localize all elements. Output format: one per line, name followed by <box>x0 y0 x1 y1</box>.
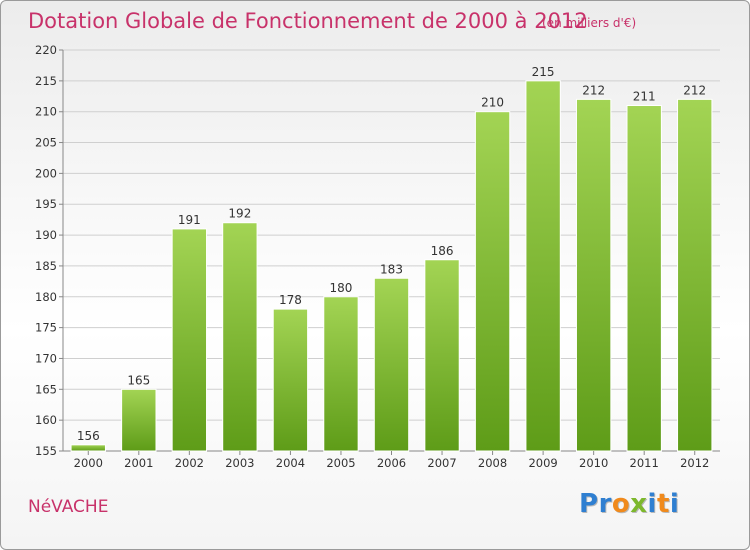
logo-letter: r <box>598 489 612 519</box>
unit-note: (en milliers d'€) <box>542 16 637 30</box>
data-label: 156 <box>77 429 100 443</box>
y-tick-label: 220 <box>35 43 57 57</box>
bar <box>121 388 157 452</box>
commune-name: NéVACHE <box>28 497 109 517</box>
y-tick-label: 210 <box>35 105 57 119</box>
x-tick-label: 2011 <box>630 456 659 470</box>
bar <box>70 444 106 452</box>
data-label: 212 <box>683 83 706 97</box>
bar <box>171 228 208 452</box>
x-tick-label: 2009 <box>528 456 557 470</box>
x-tick-label: 2003 <box>225 456 254 470</box>
x-tick-label: 2007 <box>427 456 456 470</box>
data-label: 165 <box>127 373 150 387</box>
proxiti-logo[interactable]: Proxiti <box>579 489 679 519</box>
x-tick-label: 2002 <box>175 456 204 470</box>
data-label: 180 <box>330 281 353 295</box>
data-label: 211 <box>633 90 656 104</box>
bar <box>474 111 511 452</box>
bar <box>424 259 460 452</box>
data-label: 192 <box>228 207 251 221</box>
data-label: 178 <box>279 293 302 307</box>
data-label: 212 <box>582 83 605 97</box>
data-label: 210 <box>481 96 504 110</box>
x-tick-label: 2001 <box>124 456 153 470</box>
chart-title: Dotation Globale de Fonctionnement de 20… <box>28 9 588 33</box>
x-tick-label: 2004 <box>276 456 305 470</box>
logo-letter: i <box>647 489 657 519</box>
y-tick-label: 175 <box>35 321 57 335</box>
bar <box>626 105 662 452</box>
data-label: 186 <box>431 244 454 258</box>
y-tick-label: 155 <box>35 444 57 458</box>
y-tick-label: 200 <box>35 166 57 180</box>
logo-letter: i <box>669 489 680 519</box>
y-tick-label: 215 <box>35 74 57 88</box>
bar <box>575 98 612 452</box>
bar <box>272 308 309 452</box>
logo-letter: x <box>630 489 648 519</box>
y-tick-label: 185 <box>35 259 57 273</box>
bar <box>323 296 359 452</box>
y-tick-label: 170 <box>35 351 57 365</box>
y-tick-label: 165 <box>35 382 57 396</box>
bar <box>222 222 258 452</box>
y-tick-label: 180 <box>35 290 57 304</box>
y-tick-label: 205 <box>35 136 57 150</box>
data-label: 183 <box>380 262 403 276</box>
x-tick-label: 2012 <box>680 456 709 470</box>
x-tick-label: 2000 <box>74 456 103 470</box>
x-tick-label: 2008 <box>478 456 507 470</box>
y-tick-label: 190 <box>35 228 57 242</box>
logo-letter: P <box>579 489 599 519</box>
logo-letter: o <box>611 489 631 519</box>
y-tick-label: 195 <box>35 197 57 211</box>
logo-letter: t <box>656 489 670 519</box>
data-label: 191 <box>178 213 201 227</box>
bar <box>373 277 410 452</box>
bar <box>677 98 713 452</box>
y-tick-label: 160 <box>35 413 57 427</box>
x-tick-label: 2006 <box>377 456 406 470</box>
x-tick-label: 2005 <box>326 456 355 470</box>
bar <box>525 80 561 452</box>
x-tick-label: 2010 <box>579 456 608 470</box>
data-label: 215 <box>532 65 555 79</box>
